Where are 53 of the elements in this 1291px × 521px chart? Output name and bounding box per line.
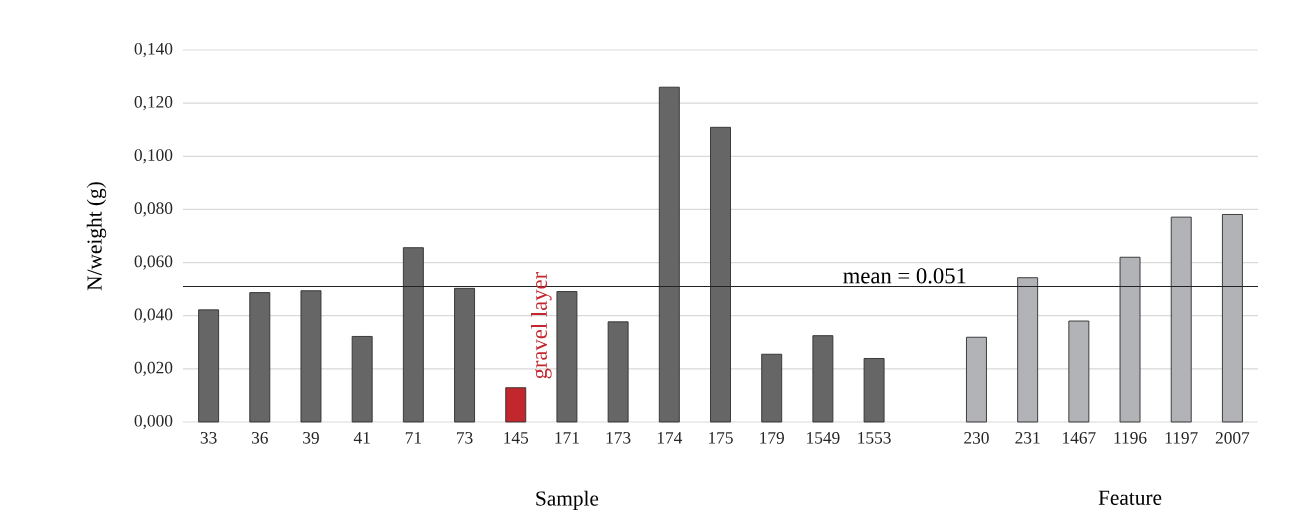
bar [1017,277,1039,423]
y-tick-label: 0,120 [134,96,173,111]
x-tick-label: 231 [1015,432,1040,444]
text: Feature [1098,490,1162,505]
bar [249,292,271,423]
x-tick-label: 1549 [807,432,840,444]
y-tick-label: 0,060 [134,255,173,270]
x-tick-label: 230 [964,432,989,444]
bar [454,287,476,423]
x-tick-label: 174 [657,432,683,444]
x-tick-label: 1196 [1114,432,1147,444]
x-tick-label: 1553 [858,432,891,444]
bar [1221,214,1243,423]
y-tick-label: 0,040 [134,308,173,323]
x-tick-label: 171 [555,432,579,444]
bar [607,321,629,423]
x-tick-label: 36 [251,432,268,444]
x-tick-label: 71 [405,432,421,444]
bar [198,309,220,423]
bar [863,358,885,423]
x-tick-label: 41 [353,432,370,444]
x-tick-label: 73 [457,432,473,444]
y-tick-label: 0,080 [134,202,173,217]
x-tick-label: 145 [504,432,529,444]
x-tick-label: 2007 [1215,432,1250,444]
bar [505,387,527,423]
x-tick-label: 175 [709,432,733,444]
text: Sample [536,490,599,511]
bar [1170,216,1192,423]
y-axis-title: N/weight (g) [86,182,107,291]
x-tick-label: 1197 [1165,432,1198,444]
annotation: gravel layer [531,272,552,379]
bar [812,335,834,423]
bar [300,290,322,423]
x-tick-label: 179 [760,432,784,444]
x-tick-label: 33 [200,432,217,444]
y-tick-label: 0,020 [134,361,173,376]
bar [556,291,578,423]
bar [761,353,783,423]
bar [402,247,424,423]
x-tick-label: 39 [303,432,319,444]
y-tick-label: 0,140 [134,42,173,58]
bar [710,126,731,423]
bar [965,336,987,423]
bar [658,86,680,423]
y-tick-label: 0,000 [134,414,173,430]
x-tick-label: 173 [606,432,631,444]
bar [351,335,373,423]
x-tick-label: 1467 [1063,432,1096,444]
y-tick-label: 0,100 [134,149,173,164]
ref-line-label: mean = 0.051 [843,268,966,284]
bar [1119,256,1141,423]
bar [1068,320,1090,423]
